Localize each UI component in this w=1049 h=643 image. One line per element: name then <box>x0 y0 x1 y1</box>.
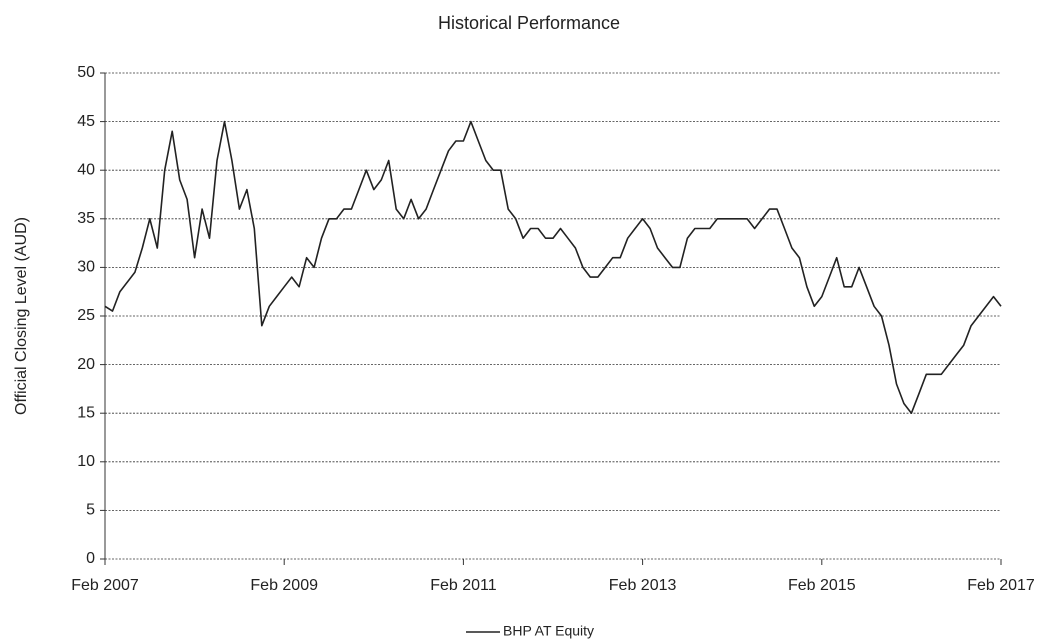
y-tick-label: 40 <box>77 161 95 178</box>
legend-label: BHP AT Equity <box>503 623 594 639</box>
chart-title: Historical Performance <box>438 13 620 33</box>
x-tick-label: Feb 2013 <box>609 577 677 594</box>
y-tick-label: 15 <box>77 404 95 421</box>
x-tick-label: Feb 2017 <box>967 577 1035 594</box>
y-tick-label: 45 <box>77 113 95 130</box>
y-tick-label: 35 <box>77 210 95 227</box>
y-tick-label: 5 <box>86 502 95 519</box>
x-tick-label: Feb 2007 <box>71 577 139 594</box>
x-tick-label: Feb 2009 <box>250 577 318 594</box>
y-axis-title: Official Closing Level (AUD) <box>13 217 30 415</box>
x-tick-label: Feb 2011 <box>430 577 497 594</box>
y-tick-label: 10 <box>77 453 95 470</box>
series-line <box>104 120 1002 414</box>
y-tick-label: 50 <box>77 64 95 81</box>
y-tick-label: 25 <box>77 307 95 324</box>
x-tick-label: Feb 2015 <box>788 577 856 594</box>
y-tick-label: 20 <box>77 356 95 373</box>
y-tick-label: 30 <box>77 259 95 276</box>
y-tick-label: 0 <box>86 550 95 567</box>
